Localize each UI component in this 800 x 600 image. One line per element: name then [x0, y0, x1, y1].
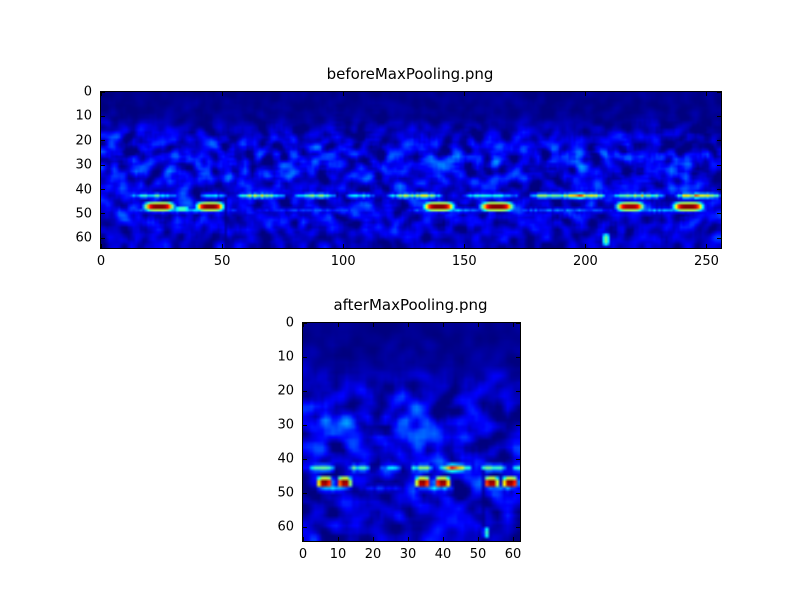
- y-tick-mark: [101, 91, 105, 93]
- y-tick-label: 10: [75, 108, 92, 124]
- x-tick-label: 40: [434, 547, 452, 562]
- y-tick-label: 50: [277, 485, 294, 501]
- x-tick-mark: [342, 244, 344, 248]
- y-tick-mark: [717, 140, 721, 142]
- y-tick-mark: [717, 237, 721, 239]
- y-tick-mark: [101, 237, 105, 239]
- y-tick-mark: [516, 526, 520, 528]
- y-tick-mark: [101, 140, 105, 142]
- x-tick-label: 100: [330, 254, 356, 269]
- y-tick-mark: [101, 189, 105, 190]
- x-tick-mark: [342, 92, 344, 96]
- x-tick-mark: [372, 323, 374, 327]
- x-tick-mark: [705, 244, 707, 248]
- y-tick-mark: [717, 213, 721, 215]
- y-tick-mark: [516, 492, 520, 494]
- y-tick-label: 50: [75, 206, 92, 222]
- y-tick-mark: [516, 424, 520, 426]
- x-tick-mark: [337, 323, 339, 327]
- y-tick-mark: [101, 115, 105, 117]
- y-tick-mark: [303, 322, 307, 324]
- y-tick-mark: [303, 424, 307, 426]
- y-tick-mark: [516, 356, 520, 358]
- x-tick-mark: [512, 323, 514, 327]
- x-tick-label: 150: [451, 254, 477, 269]
- y-tick-mark: [717, 189, 721, 190]
- y-tick-mark: [717, 115, 721, 117]
- y-tick-label: 60: [75, 230, 92, 246]
- x-tick-label: 200: [572, 254, 598, 269]
- y-tick-label: 30: [75, 157, 92, 173]
- y-tick-mark: [303, 526, 307, 528]
- x-tick-mark: [100, 92, 102, 96]
- x-tick-mark: [372, 537, 374, 541]
- y-tick-mark: [101, 164, 105, 166]
- x-tick-mark: [337, 537, 339, 541]
- after-maxpooling-axes: 0 10 20 30 40 50 60 0 10 20 30 40 50 60: [277, 316, 521, 563]
- x-tick-mark: [463, 92, 465, 96]
- x-tick-label: 50: [469, 547, 487, 562]
- x-tick-label: 20: [364, 547, 382, 562]
- x-tick-mark: [407, 537, 409, 541]
- x-tick-label: 0: [298, 547, 308, 562]
- y-tick-label: 20: [75, 133, 92, 149]
- before-maxpooling-heatmap: [101, 92, 721, 248]
- x-tick-mark: [442, 537, 444, 541]
- before-maxpooling-axes: 0 50 100 150 200 250 0 10 20 30 40 50 60: [75, 85, 722, 269]
- x-tick-label: 0: [96, 254, 106, 269]
- x-tick-mark: [100, 244, 102, 248]
- after-maxpooling-heatmap: [303, 323, 520, 541]
- x-tick-mark: [512, 537, 514, 541]
- y-tick-mark: [303, 356, 307, 358]
- y-tick-label: 10: [277, 349, 294, 365]
- y-tick-mark: [303, 390, 307, 392]
- x-tick-label: 60: [504, 547, 522, 562]
- x-tick-mark: [463, 244, 465, 248]
- x-tick-mark: [584, 92, 586, 96]
- x-tick-label: 30: [399, 547, 417, 562]
- before-maxpooling-title: beforeMaxPooling.png: [326, 65, 494, 83]
- x-tick-mark: [705, 92, 707, 96]
- x-tick-mark: [221, 244, 223, 248]
- x-tick-mark: [221, 92, 223, 96]
- y-tick-mark: [303, 492, 307, 494]
- y-tick-mark: [516, 390, 520, 392]
- x-tick-mark: [407, 323, 409, 327]
- y-tick-mark: [303, 458, 307, 460]
- y-tick-mark: [101, 213, 105, 215]
- y-tick-label: 30: [277, 417, 294, 433]
- y-tick-label: 0: [285, 315, 294, 331]
- x-tick-mark: [302, 323, 304, 327]
- y-tick-mark: [717, 164, 721, 166]
- y-tick-label: 60: [277, 519, 294, 535]
- x-tick-mark: [477, 323, 479, 327]
- x-tick-label: 50: [213, 254, 231, 269]
- y-tick-mark: [516, 322, 520, 324]
- x-tick-mark: [442, 323, 444, 327]
- y-tick-label: 40: [277, 451, 294, 467]
- x-tick-mark: [302, 537, 304, 541]
- y-tick-label: 20: [277, 383, 294, 399]
- x-tick-mark: [477, 537, 479, 541]
- y-tick-label: 0: [83, 84, 92, 100]
- x-tick-mark: [584, 244, 586, 248]
- x-tick-label: 10: [329, 547, 347, 562]
- y-tick-mark: [516, 458, 520, 460]
- y-tick-mark: [717, 91, 721, 93]
- y-tick-label: 40: [75, 182, 92, 197]
- x-tick-label: 250: [694, 254, 719, 269]
- after-maxpooling-title: afterMaxPooling.png: [333, 296, 488, 314]
